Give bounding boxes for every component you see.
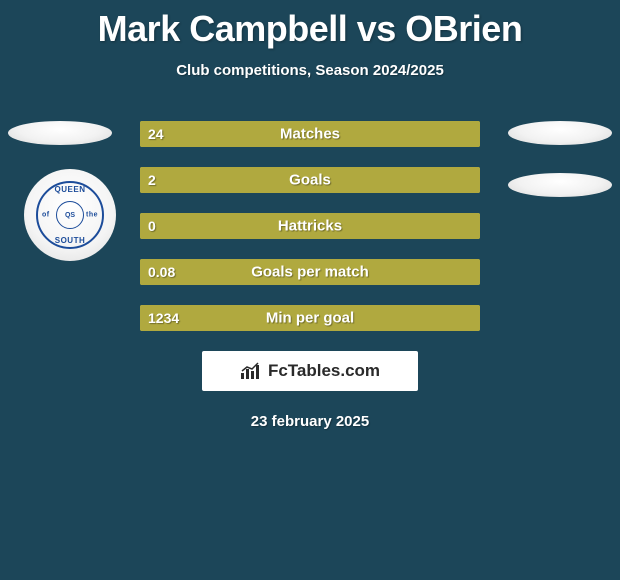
footer-brand-box: FcTables.com: [202, 351, 418, 391]
crest-core: QS: [56, 201, 84, 229]
crest-text-right: the: [86, 212, 98, 219]
stat-value-left: 1234: [148, 310, 179, 326]
stat-value-left: 0: [148, 218, 156, 234]
stat-label: Hattricks: [140, 218, 480, 235]
page-subtitle: Club competitions, Season 2024/2025: [0, 62, 620, 79]
stat-value-left: 2: [148, 172, 156, 188]
crest-text-top: QUEEN: [55, 185, 86, 194]
player-left-placeholder-1: [8, 121, 112, 145]
stat-label: Matches: [140, 126, 480, 143]
stat-row: Matches24: [140, 121, 480, 147]
club-crest-ring: QUEEN SOUTH of the QS: [36, 181, 104, 249]
bar-chart-icon: [240, 362, 262, 380]
stat-value-left: 0.08: [148, 264, 175, 280]
footer-date: 23 february 2025: [0, 413, 620, 430]
stat-row: Hattricks0: [140, 213, 480, 239]
stat-bars: Matches24 Goals2 Hattricks0 Goals per match…: [140, 121, 480, 331]
stat-row: Goals per match0.08: [140, 259, 480, 285]
player-right-placeholder-2: [508, 173, 612, 197]
player-right-placeholder-1: [508, 121, 612, 145]
stat-label: Min per goal: [140, 310, 480, 327]
footer-brand-text: FcTables.com: [268, 361, 380, 381]
stat-row: Goals2: [140, 167, 480, 193]
club-crest-left: QUEEN SOUTH of the QS: [24, 169, 116, 261]
crest-text-bottom: SOUTH: [55, 236, 86, 245]
stat-label: Goals: [140, 172, 480, 189]
stat-row: Min per goal1234: [140, 305, 480, 331]
stat-label: Goals per match: [140, 264, 480, 281]
stat-value-left: 24: [148, 126, 164, 142]
crest-text-left: of: [42, 212, 50, 219]
comparison-stage: QUEEN SOUTH of the QS Matches24 Goals2 Hat…: [0, 121, 620, 331]
page-title: Mark Campbell vs OBrien: [0, 0, 620, 50]
